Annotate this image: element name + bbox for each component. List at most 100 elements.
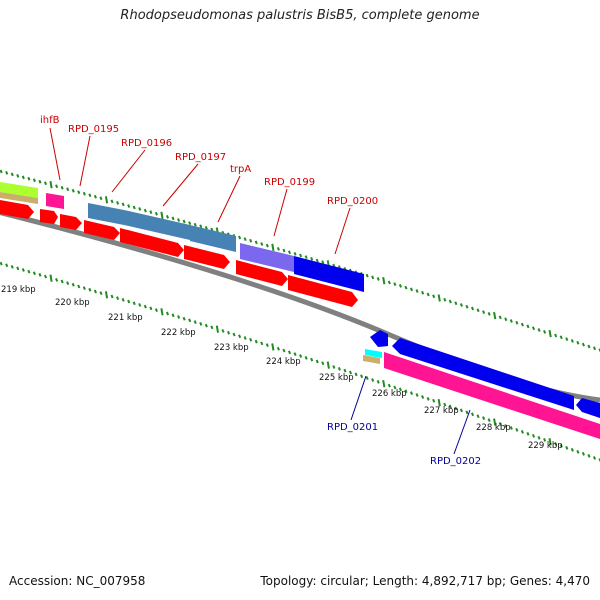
scale-tick [132, 205, 136, 210]
scale-tick [143, 208, 147, 213]
accession-text: Accession: NC_007958 [9, 574, 146, 588]
scale-tick [360, 374, 364, 379]
gene-label-connector [350, 375, 367, 421]
gene-label-connector [79, 135, 91, 187]
feature-lime [0, 182, 38, 204]
gene-label-reverse: RPD_0201 [327, 422, 378, 433]
scale-tick [310, 357, 314, 362]
scale-tick [21, 268, 25, 272]
scale-tick [570, 339, 574, 343]
scale-tick [182, 219, 186, 224]
scale-tick [454, 301, 458, 306]
gene-label-forward: ihfB [40, 115, 60, 126]
scale-tick [526, 324, 530, 329]
scale-tick [287, 250, 292, 255]
gene-label-forward: RPD_0200 [327, 196, 378, 207]
scale-tick [459, 303, 463, 307]
scale-tick [565, 445, 569, 450]
scale-tick [321, 361, 325, 366]
scale-tick [16, 266, 20, 271]
scale-tick [60, 279, 64, 284]
scale-tick [171, 313, 175, 318]
scale-tick [415, 393, 419, 397]
scale-tick [548, 329, 552, 338]
scale-tick [448, 404, 452, 409]
scale-tick [354, 372, 358, 377]
scale-tick [77, 190, 81, 195]
scale-tick [93, 289, 97, 294]
scale-tick [138, 207, 142, 211]
scale-tick [443, 297, 447, 302]
gene-label-forward: trpA [230, 164, 251, 175]
scale-tick [77, 284, 81, 289]
scale-tick [121, 202, 125, 207]
scale-tick [498, 422, 502, 426]
scale-tick [110, 199, 114, 204]
scale-tick [293, 251, 297, 256]
scale-tick [376, 379, 380, 384]
scale-tick [132, 301, 136, 306]
scale-tick [276, 346, 280, 351]
gene-label-connector [162, 163, 199, 207]
scale-tick [10, 264, 14, 269]
feature-pink-long [384, 352, 600, 439]
scale-label: 220 kbp [55, 298, 90, 308]
feature-cyan [365, 349, 382, 358]
scale-label: 221 kbp [108, 313, 143, 323]
scale-tick [398, 283, 402, 288]
scale-tick [504, 317, 508, 322]
scale-tick [110, 294, 114, 299]
scale-tick [415, 289, 419, 293]
scale-tick [371, 275, 375, 280]
gene-label-connector [49, 127, 61, 181]
scale-tick [543, 437, 547, 442]
scale-tick [493, 311, 497, 320]
scale-tick [376, 277, 380, 281]
scale-tick [282, 348, 286, 353]
feature-blue-lower [392, 338, 574, 410]
scale-tick [193, 222, 197, 227]
scale-tick [293, 352, 297, 357]
scale-tick [265, 243, 269, 248]
scale-tick [99, 291, 103, 295]
scale-label: 224 kbp [266, 357, 301, 367]
scale-tick [421, 290, 425, 295]
scale-tick [443, 402, 447, 407]
scale-tick [404, 285, 408, 290]
scale-tick [459, 408, 463, 413]
scale-tick [576, 340, 580, 345]
scale-tick [210, 325, 214, 330]
scale-tick [437, 294, 441, 302]
scale-tick [299, 354, 303, 358]
gene-label-forward: RPD_0195 [68, 124, 119, 135]
scale-tick [387, 383, 391, 388]
scale-tick [470, 306, 475, 311]
scale-tick [326, 361, 330, 369]
scale-tick [104, 196, 109, 204]
scale-tick [299, 253, 303, 258]
scale-tick [343, 368, 347, 373]
scale-tick [193, 320, 197, 325]
scale-tick [454, 406, 458, 411]
feature-pink-small [46, 193, 64, 209]
scale-tick [271, 343, 275, 351]
scale-label: 223 kbp [214, 343, 249, 353]
scale-tick [276, 247, 280, 251]
scale-tick [88, 193, 92, 198]
scale-tick [448, 299, 452, 304]
scale-tick [287, 350, 292, 355]
gene-label-forward: RPD_0197 [175, 152, 226, 163]
scale-tick [238, 235, 242, 240]
scale-tick [587, 454, 591, 458]
scale-tick [32, 271, 36, 276]
scale-tick [188, 318, 192, 323]
scale-tick [66, 187, 70, 192]
scale-tick [254, 240, 258, 245]
genome-summary-text: Topology: circular; Length: 4,892,717 bp… [260, 574, 590, 588]
scale-tick [465, 304, 469, 309]
scale-tick [249, 337, 253, 342]
scale-tick [249, 238, 253, 243]
scale-tick [310, 256, 314, 261]
feature-slateblue [240, 243, 294, 272]
feature-blue-arrow-small [370, 330, 388, 347]
